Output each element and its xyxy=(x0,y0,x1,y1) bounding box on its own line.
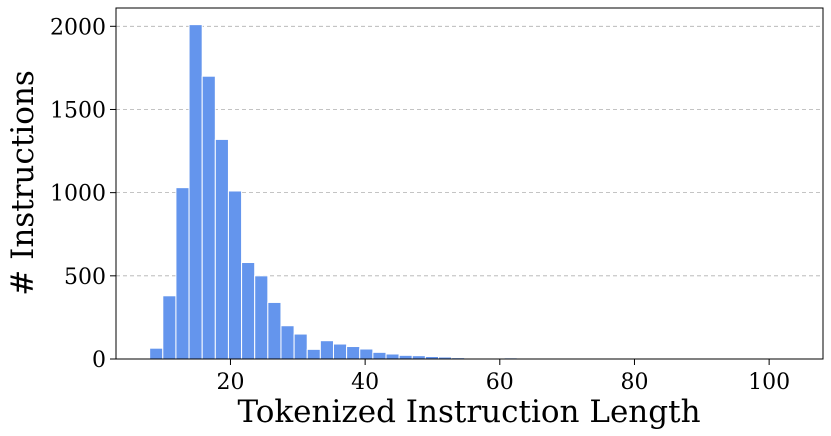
grid-lines xyxy=(116,25,823,277)
histogram-bar xyxy=(280,325,295,360)
x-tick-label: 60 xyxy=(486,370,514,395)
histogram-bar xyxy=(359,348,374,360)
x-tick-label: 40 xyxy=(351,370,379,395)
y-tick-label: 0 xyxy=(92,348,106,373)
histogram-bar xyxy=(162,295,177,360)
y-axis-label: # Instructions xyxy=(5,70,41,295)
histogram-bars xyxy=(149,24,807,360)
histogram-bar xyxy=(293,333,308,360)
x-tick-label: 100 xyxy=(748,370,790,395)
histogram-bar xyxy=(214,138,229,360)
histogram-bar xyxy=(201,75,216,360)
y-tick-label: 1500 xyxy=(50,98,106,123)
x-tick-label: 20 xyxy=(216,370,244,395)
histogram-bar xyxy=(319,340,334,360)
histogram-bar xyxy=(332,343,348,360)
histogram-bar xyxy=(188,24,203,360)
histogram-bar xyxy=(346,346,361,360)
y-axis-ticks: 0 500 1000 1500 2000 xyxy=(50,15,116,373)
histogram-bar xyxy=(227,190,243,360)
x-tick-label: 80 xyxy=(620,370,648,395)
histogram-bar xyxy=(254,275,269,360)
x-axis-ticks: 20 40 60 80 100 xyxy=(216,359,790,395)
histogram-bar xyxy=(385,353,400,360)
x-axis-label: Tokenized Instruction Length xyxy=(237,394,700,430)
histogram-bar xyxy=(306,348,321,360)
y-tick-label: 1000 xyxy=(50,182,106,207)
y-tick-label: 2000 xyxy=(50,15,106,40)
histogram-bar xyxy=(175,187,190,360)
plot-frame xyxy=(115,7,824,360)
histogram-bar xyxy=(149,347,164,360)
histogram-bar xyxy=(241,262,256,360)
y-tick-label: 500 xyxy=(64,265,106,290)
histogram-bar xyxy=(267,301,282,360)
histogram-bar xyxy=(398,354,413,360)
histogram-bar xyxy=(372,351,387,360)
